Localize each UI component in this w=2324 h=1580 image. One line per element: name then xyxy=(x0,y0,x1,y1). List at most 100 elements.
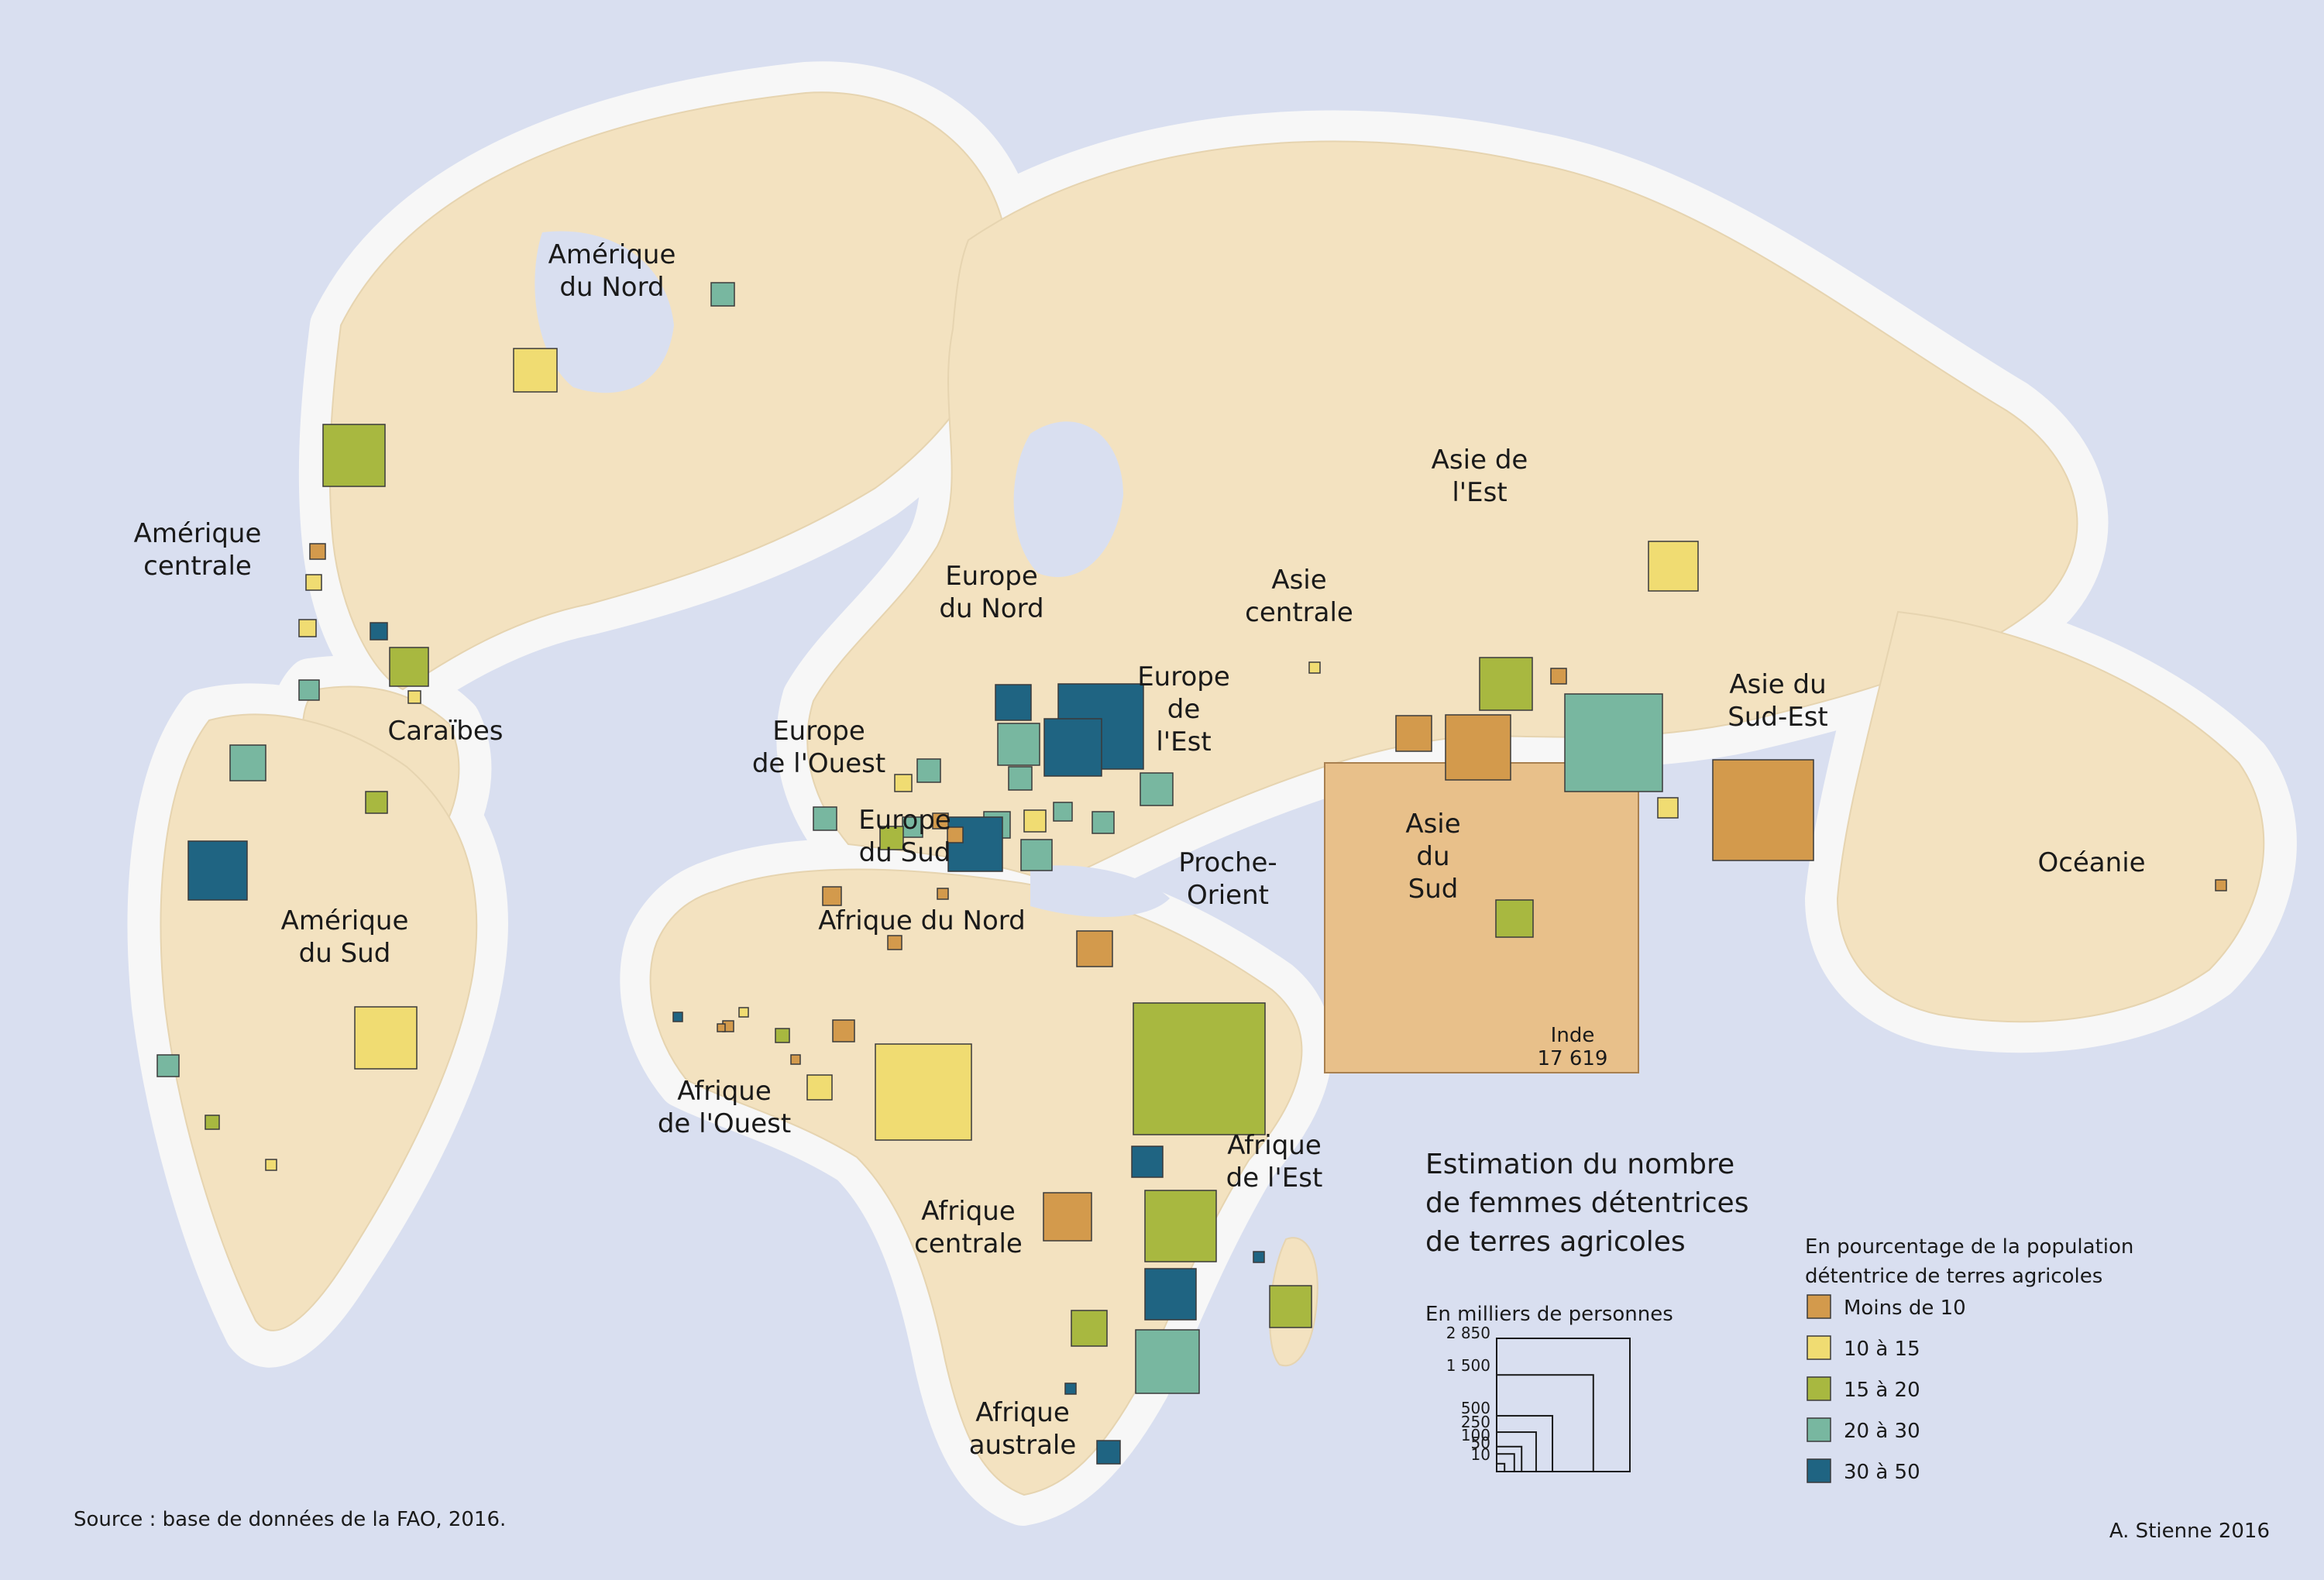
region-square[interactable] xyxy=(1043,1192,1092,1242)
region-square[interactable] xyxy=(894,774,913,792)
region-label-po: Orient xyxy=(1187,880,1269,911)
region-square[interactable] xyxy=(1495,899,1534,938)
region-square[interactable] xyxy=(672,1012,683,1022)
color-legend-label: 20 à 30 xyxy=(1844,1420,1920,1443)
region-square[interactable] xyxy=(229,744,266,781)
legend: Estimation du nombre de femmes détentric… xyxy=(1425,1149,2133,1484)
region-label-ass: Sud xyxy=(1408,874,1459,905)
region-square[interactable] xyxy=(1053,802,1073,822)
region-square[interactable] xyxy=(1135,1329,1200,1394)
oceania-land xyxy=(1836,610,2265,1023)
region-square[interactable] xyxy=(265,1159,277,1171)
region-square[interactable] xyxy=(407,690,421,704)
region-square[interactable] xyxy=(1253,1251,1265,1263)
india-square[interactable] xyxy=(1324,762,1639,1073)
region-square[interactable] xyxy=(187,840,248,901)
region-square[interactable] xyxy=(1564,693,1663,792)
region-square[interactable] xyxy=(1550,668,1567,685)
size-legend-tick: 50 xyxy=(1471,1434,1490,1452)
region-square[interactable] xyxy=(365,791,388,814)
region-square[interactable] xyxy=(997,723,1040,766)
region-label-asc: Asie xyxy=(1271,565,1326,596)
region-label-ams: Amérique xyxy=(281,905,409,936)
region-square[interactable] xyxy=(1133,1002,1266,1135)
color-legend: Moins de 10 10 à 15 15 à 20 20 à 30 30 à 50 xyxy=(1807,1294,1966,1484)
region-label-eue: de xyxy=(1167,694,1201,725)
region-square[interactable] xyxy=(1657,797,1679,819)
region-square[interactable] xyxy=(717,1023,726,1032)
region-square[interactable] xyxy=(947,826,964,843)
color-legend-label: 15 à 20 xyxy=(1844,1379,1920,1402)
region-square[interactable] xyxy=(1479,657,1533,711)
region-square[interactable] xyxy=(309,543,326,560)
region-square[interactable] xyxy=(932,812,949,830)
region-square[interactable] xyxy=(205,1115,220,1130)
color-legend-swatch xyxy=(1807,1417,1831,1442)
region-square[interactable] xyxy=(813,806,837,831)
region-label-ase: l'Est xyxy=(1452,477,1507,508)
region-square[interactable] xyxy=(1076,930,1113,967)
legend-title-line1: Estimation du nombre xyxy=(1425,1149,1734,1180)
region-square[interactable] xyxy=(916,758,941,783)
region-square[interactable] xyxy=(1395,715,1432,752)
region-square[interactable] xyxy=(1308,661,1321,674)
region-square[interactable] xyxy=(887,935,902,950)
region-label-afa: australe xyxy=(969,1430,1077,1461)
region-square[interactable] xyxy=(2215,879,2227,891)
region-square[interactable] xyxy=(1144,1190,1217,1262)
region-square[interactable] xyxy=(1144,1268,1197,1321)
region-square[interactable] xyxy=(806,1074,833,1101)
region-square[interactable] xyxy=(1064,1382,1077,1395)
baltic-sea xyxy=(1013,421,1123,578)
region-square[interactable] xyxy=(1020,839,1053,871)
region-square[interactable] xyxy=(305,574,322,591)
region-square[interactable] xyxy=(1140,772,1174,806)
source-note: Source : base de données de la FAO, 2016… xyxy=(74,1508,506,1531)
region-square[interactable] xyxy=(1096,1440,1121,1465)
region-label-car: Caraïbes xyxy=(387,716,503,747)
region-square[interactable] xyxy=(738,1007,749,1018)
region-square[interactable] xyxy=(513,348,558,393)
color-legend-label: 30 à 50 xyxy=(1844,1461,1920,1484)
region-square[interactable] xyxy=(879,826,904,850)
region-label-ams: du Sud xyxy=(299,938,391,969)
region-square[interactable] xyxy=(1269,1285,1312,1328)
region-square[interactable] xyxy=(298,679,320,701)
region-square[interactable] xyxy=(1008,766,1033,791)
region-label-eus: du Sud xyxy=(859,837,951,868)
region-square[interactable] xyxy=(822,886,842,906)
size-legend-tick: 250 xyxy=(1461,1413,1490,1431)
region-square[interactable] xyxy=(354,1006,418,1070)
region-square[interactable] xyxy=(1445,714,1511,781)
region-square[interactable] xyxy=(875,1043,972,1141)
region-label-afe: de l'Est xyxy=(1226,1163,1323,1194)
region-square[interactable] xyxy=(1071,1310,1108,1347)
legend-title-line2: de femmes détentrices xyxy=(1425,1187,1748,1219)
region-square[interactable] xyxy=(389,647,429,687)
region-label-ass: Asie xyxy=(1405,809,1460,840)
region-square[interactable] xyxy=(1043,718,1102,777)
region-square[interactable] xyxy=(995,684,1032,721)
region-label-afc: Afrique xyxy=(921,1196,1016,1227)
region-square[interactable] xyxy=(1131,1146,1164,1178)
region-square[interactable] xyxy=(775,1028,790,1043)
region-label-euo: de l'Ouest xyxy=(752,748,885,779)
region-square[interactable] xyxy=(370,622,388,641)
region-square[interactable] xyxy=(298,619,317,637)
region-square[interactable] xyxy=(1092,811,1115,834)
region-square[interactable] xyxy=(1648,541,1699,592)
region-square[interactable] xyxy=(1023,809,1047,833)
region-square[interactable] xyxy=(322,424,386,487)
region-square[interactable] xyxy=(790,1054,801,1065)
region-square[interactable] xyxy=(947,816,1003,872)
region-square[interactable] xyxy=(156,1054,180,1077)
region-square[interactable] xyxy=(832,1019,855,1042)
region-label-eue: l'Est xyxy=(1156,726,1211,757)
region-square[interactable] xyxy=(1712,759,1814,861)
region-square[interactable] xyxy=(710,282,735,307)
region-label-eue: Europe xyxy=(1137,661,1230,692)
size-legend-tick: 500 xyxy=(1461,1399,1490,1417)
region-square[interactable] xyxy=(937,888,949,900)
legend-title-line3: de terres agricoles xyxy=(1425,1226,1686,1258)
